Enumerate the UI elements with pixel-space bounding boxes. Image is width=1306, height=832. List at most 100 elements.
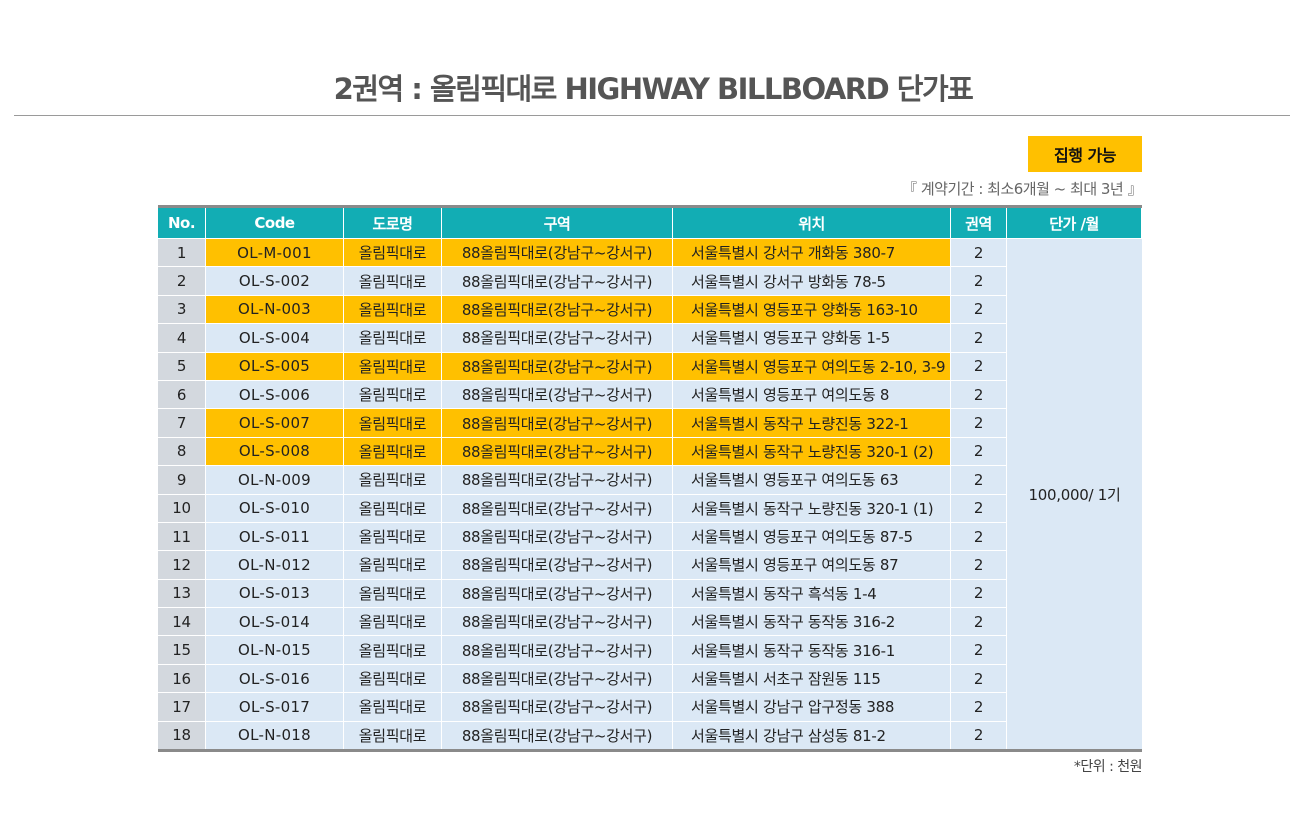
cell-zone: 88올림픽대로(강남구~강서구) xyxy=(442,663,673,693)
cell-road: 올림픽대로 xyxy=(344,578,442,608)
column-header-road: 도로명 xyxy=(344,208,442,238)
cell-no: 13 xyxy=(158,578,206,608)
cell-region: 2 xyxy=(951,635,1007,664)
cell-location: 서울특별시 영등포구 여의도동 87 xyxy=(673,550,951,579)
cell-zone: 88올림픽대로(강남구~강서구) xyxy=(442,521,673,551)
cell-no: 10 xyxy=(158,493,206,522)
cell-location: 서울특별시 강남구 삼성동 81-2 xyxy=(673,720,951,750)
cell-location: 서울특별시 동작구 노량진동 320-1 (2) xyxy=(673,436,951,466)
cell-price: 100,000/ 1기 xyxy=(1007,238,1142,750)
cell-zone: 88올림픽대로(강남구~강서구) xyxy=(442,294,673,324)
cell-location: 서울특별시 서초구 잠원동 115 xyxy=(673,663,951,693)
cell-zone: 88올림픽대로(강남구~강서구) xyxy=(442,436,673,466)
cell-region: 2 xyxy=(951,465,1007,494)
cell-location: 서울특별시 동작구 동작동 316-2 xyxy=(673,607,951,636)
cell-zone: 88올림픽대로(강남구~강서구) xyxy=(442,379,673,409)
cell-road: 올림픽대로 xyxy=(344,550,442,579)
cell-code: OL-M-001 xyxy=(206,238,344,267)
cell-code: OL-S-004 xyxy=(206,323,344,352)
cell-code: OL-N-012 xyxy=(206,550,344,579)
cell-no: 3 xyxy=(158,294,206,324)
column-header-code: Code xyxy=(206,208,344,238)
cell-road: 올림픽대로 xyxy=(344,294,442,324)
cell-region: 2 xyxy=(951,323,1007,352)
cell-road: 올림픽대로 xyxy=(344,607,442,636)
cell-location: 서울특별시 동작구 동작동 316-1 xyxy=(673,635,951,664)
cell-road: 올림픽대로 xyxy=(344,379,442,409)
column-header-price: 단가 /월 xyxy=(1007,208,1142,238)
cell-no: 17 xyxy=(158,692,206,721)
cell-region: 2 xyxy=(951,493,1007,522)
cell-code: OL-S-005 xyxy=(206,351,344,380)
cell-road: 올림픽대로 xyxy=(344,493,442,522)
cell-road: 올림픽대로 xyxy=(344,266,442,295)
cell-no: 1 xyxy=(158,238,206,267)
cell-region: 2 xyxy=(951,692,1007,721)
cell-road: 올림픽대로 xyxy=(344,323,442,352)
cell-no: 15 xyxy=(158,635,206,664)
cell-region: 2 xyxy=(951,521,1007,551)
table-grid: No. Code 도로명 구역 위치 권역 단가 /월 1 OL-M-001 올림픽… xyxy=(158,208,1142,750)
cell-code: OL-N-015 xyxy=(206,635,344,664)
cell-zone: 88올림픽대로(강남구~강서구) xyxy=(442,635,673,664)
cell-code: OL-S-011 xyxy=(206,521,344,551)
column-header-location: 위치 xyxy=(673,208,951,238)
cell-location: 서울특별시 영등포구 여의도동 87-5 xyxy=(673,521,951,551)
column-header-no: No. xyxy=(158,208,206,238)
cell-location: 서울특별시 영등포구 양화동 163-10 xyxy=(673,294,951,324)
cell-region: 2 xyxy=(951,436,1007,466)
cell-no: 7 xyxy=(158,408,206,437)
available-badge: 집행 가능 xyxy=(1028,136,1142,172)
cell-road: 올림픽대로 xyxy=(344,408,442,437)
cell-code: OL-S-014 xyxy=(206,607,344,636)
cell-road: 올림픽대로 xyxy=(344,465,442,494)
cell-zone: 88올림픽대로(강남구~강서구) xyxy=(442,607,673,636)
cell-zone: 88올림픽대로(강남구~강서구) xyxy=(442,238,673,267)
cell-road: 올림픽대로 xyxy=(344,521,442,551)
cell-no: 2 xyxy=(158,266,206,295)
cell-region: 2 xyxy=(951,266,1007,295)
cell-region: 2 xyxy=(951,607,1007,636)
contract-period-note: 『 계약기간 : 최소6개월 ~ 최대 3년 』 xyxy=(902,180,1142,198)
cell-code: OL-S-017 xyxy=(206,692,344,721)
cell-no: 18 xyxy=(158,720,206,750)
cell-code: OL-N-003 xyxy=(206,294,344,324)
cell-region: 2 xyxy=(951,550,1007,579)
cell-zone: 88올림픽대로(강남구~강서구) xyxy=(442,550,673,579)
cell-zone: 88올림픽대로(강남구~강서구) xyxy=(442,578,673,608)
price-table: No. Code 도로명 구역 위치 권역 단가 /월 1 OL-M-001 올림픽… xyxy=(158,205,1142,753)
cell-code: OL-S-016 xyxy=(206,663,344,693)
unit-note: *단위 : 천원 xyxy=(1073,759,1143,775)
cell-zone: 88올림픽대로(강남구~강서구) xyxy=(442,720,673,750)
cell-code: OL-S-008 xyxy=(206,436,344,466)
table-top-border xyxy=(158,205,1142,208)
cell-region: 2 xyxy=(951,720,1007,750)
cell-location: 서울특별시 강서구 방화동 78-5 xyxy=(673,266,951,295)
cell-location: 서울특별시 강서구 개화동 380-7 xyxy=(673,238,951,267)
cell-location: 서울특별시 영등포구 양화동 1-5 xyxy=(673,323,951,352)
page-title: 2권역 : 올림픽대로 HIGHWAY BILLBOARD 단가표 xyxy=(333,72,974,106)
cell-code: OL-N-018 xyxy=(206,720,344,750)
cell-zone: 88올림픽대로(강남구~강서구) xyxy=(442,408,673,437)
cell-road: 올림픽대로 xyxy=(344,692,442,721)
cell-zone: 88올림픽대로(강남구~강서구) xyxy=(442,465,673,494)
cell-zone: 88올림픽대로(강남구~강서구) xyxy=(442,493,673,522)
column-header-zone: 구역 xyxy=(442,208,673,238)
cell-location: 서울특별시 동작구 노량진동 320-1 (1) xyxy=(673,493,951,522)
cell-road: 올림픽대로 xyxy=(344,663,442,693)
cell-location: 서울특별시 영등포구 여의도동 63 xyxy=(673,465,951,494)
cell-no: 11 xyxy=(158,521,206,551)
cell-no: 16 xyxy=(158,663,206,693)
cell-no: 8 xyxy=(158,436,206,466)
cell-code: OL-S-002 xyxy=(206,266,344,295)
cell-zone: 88올림픽대로(강남구~강서구) xyxy=(442,323,673,352)
cell-no: 14 xyxy=(158,607,206,636)
cell-no: 9 xyxy=(158,465,206,494)
cell-location: 서울특별시 영등포구 여의도동 8 xyxy=(673,379,951,409)
cell-road: 올림픽대로 xyxy=(344,635,442,664)
cell-zone: 88올림픽대로(강남구~강서구) xyxy=(442,351,673,380)
cell-region: 2 xyxy=(951,351,1007,380)
cell-region: 2 xyxy=(951,578,1007,608)
cell-location: 서울특별시 동작구 노량진동 322-1 xyxy=(673,408,951,437)
cell-region: 2 xyxy=(951,663,1007,693)
